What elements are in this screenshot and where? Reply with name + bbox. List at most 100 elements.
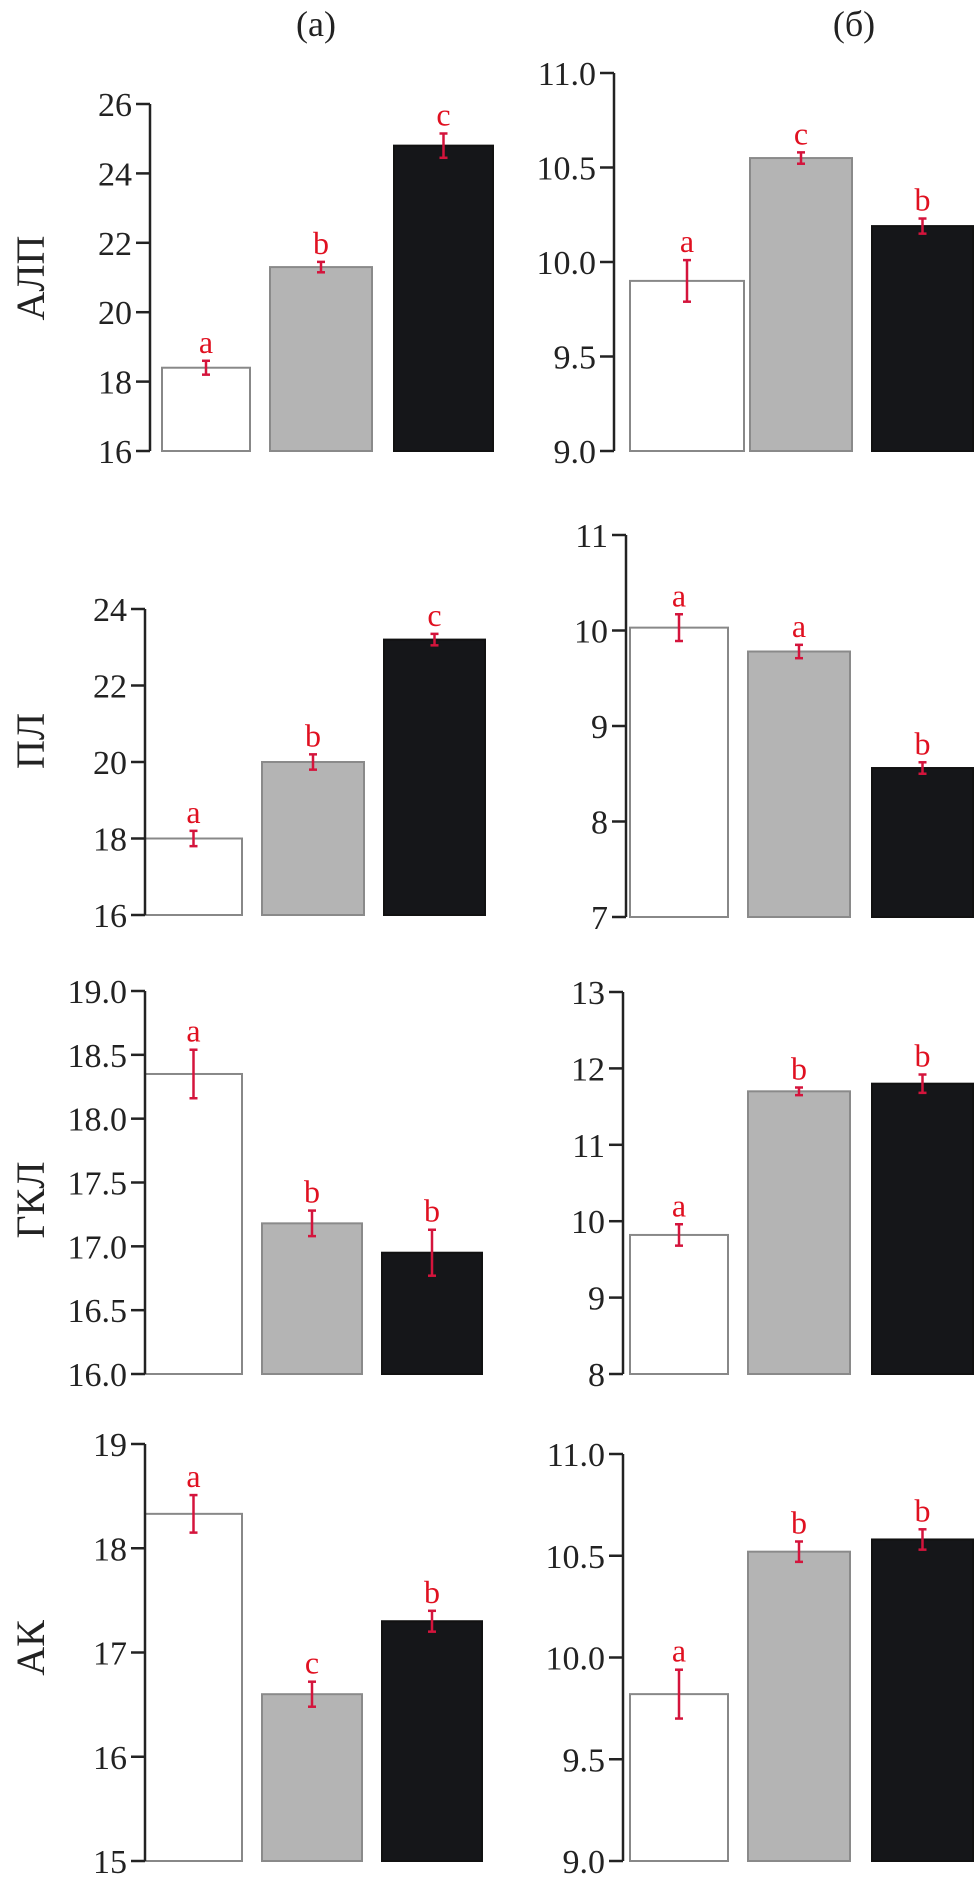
y-tick-label: 18	[93, 1531, 127, 1568]
y-tick-label: 11	[572, 1128, 605, 1165]
significance-letter-1: a	[186, 794, 200, 830]
row-label-gkl: ГКЛ	[8, 1162, 53, 1239]
y-tick-label: 20	[93, 745, 127, 782]
bar-3	[383, 638, 486, 916]
significance-letter-1: a	[186, 1013, 200, 1049]
chart-panel-5: a b b 16.0 16.5 17.0 17.5 18.0 18.5 19.0	[68, 974, 483, 1394]
significance-letter-2: c	[305, 1645, 319, 1681]
y-tick-label: 12	[571, 1051, 605, 1088]
chart-panel-1: a b c 16 18 20 22 24 26	[98, 87, 494, 471]
chart-panels: a b c 16 18 20 22 24 26 a c b 9.0 9.5 10.0 10.5 11.0 a b c 1…	[68, 56, 974, 1881]
y-tick-label: 10.5	[546, 1539, 606, 1576]
significance-letter-1: a	[672, 577, 686, 613]
column-label-a: (а)	[296, 4, 336, 44]
y-tick-label: 24	[98, 156, 132, 193]
y-tick-label: 18.5	[68, 1038, 128, 1075]
y-tick-label: 19	[93, 1427, 127, 1464]
significance-letter-3: b	[915, 1038, 931, 1074]
y-tick-label: 17.0	[68, 1229, 128, 1266]
significance-letter-1: a	[680, 223, 694, 259]
chart-panel-6: a b b 8 9 10 11 12 13	[571, 975, 974, 1394]
y-tick-label: 11.0	[538, 56, 596, 93]
y-tick-label: 10.0	[546, 1641, 606, 1678]
y-tick-label: 16.0	[68, 1357, 128, 1394]
y-tick-label: 19.0	[68, 974, 128, 1011]
chart-panel-4: a a b 7 8 9 10 11	[574, 518, 974, 937]
significance-letter-2: b	[791, 1051, 807, 1087]
y-tick-label: 11	[575, 518, 608, 555]
bar-1	[629, 1693, 729, 1862]
bar-2	[261, 1693, 363, 1862]
bar-3	[381, 1620, 483, 1862]
y-tick-label: 22	[93, 669, 127, 706]
y-tick-label: 20	[98, 295, 132, 332]
y-tick-label: 16.5	[68, 1293, 128, 1330]
bar-2	[261, 1222, 363, 1376]
significance-letter-2: c	[794, 115, 808, 151]
column-label-b: (б)	[833, 4, 875, 44]
bar-2	[749, 157, 853, 453]
bar-1	[161, 366, 251, 452]
y-tick-label: 18	[93, 822, 127, 859]
chart-panel-3: a b c 16 18 20 22 24	[93, 592, 486, 935]
row-label-pl: ПЛ	[8, 713, 53, 769]
y-tick-label: 9	[591, 709, 608, 746]
bar-3	[871, 225, 974, 452]
significance-letter-3: b	[915, 182, 931, 218]
row-label-ak: АК	[8, 1620, 53, 1676]
bar-1	[144, 837, 243, 916]
bar-2	[269, 266, 373, 452]
chart-panel-7: a c b 15 16 17 18 19	[93, 1427, 483, 1881]
significance-letter-3: b	[424, 1193, 440, 1229]
row-label-alp: АЛП	[8, 236, 53, 321]
y-tick-label: 17.5	[68, 1166, 128, 1203]
bar-2	[261, 761, 365, 916]
y-tick-label: 13	[571, 975, 605, 1012]
bar-2	[747, 650, 851, 918]
chart-panel-8: a b b 9.0 9.5 10.0 10.5 11.0	[546, 1437, 974, 1881]
significance-letter-2: b	[305, 717, 321, 753]
y-tick-label: 9.0	[554, 434, 597, 471]
y-tick-label: 24	[93, 592, 127, 629]
significance-letter-2: b	[304, 1174, 320, 1210]
significance-letter-1: a	[199, 324, 213, 360]
y-tick-label: 18.0	[68, 1102, 128, 1139]
y-tick-label: 10.5	[537, 151, 597, 188]
significance-letter-1: a	[672, 1187, 686, 1223]
y-tick-label: 8	[591, 805, 608, 842]
bar-1	[629, 626, 729, 918]
significance-letter-3: b	[915, 725, 931, 761]
significance-letter-3: c	[436, 96, 450, 132]
bar-1	[629, 279, 745, 452]
y-tick-label: 7	[591, 900, 608, 937]
y-tick-label: 26	[98, 87, 132, 124]
chart-panel-2: a c b 9.0 9.5 10.0 10.5 11.0	[537, 56, 974, 471]
bar-1	[144, 1512, 243, 1863]
y-tick-label: 16	[93, 1740, 127, 1777]
significance-letter-3: b	[915, 1492, 931, 1528]
bar-2	[747, 1550, 851, 1863]
y-tick-label: 16	[98, 434, 132, 471]
significance-letter-2: b	[791, 1505, 807, 1541]
bar-2	[747, 1090, 851, 1375]
y-tick-label: 10.0	[537, 245, 597, 282]
y-tick-label: 15	[93, 1844, 127, 1881]
bar-3	[871, 1538, 974, 1862]
y-tick-label: 16	[93, 898, 127, 935]
y-tick-label: 10	[574, 614, 608, 651]
y-tick-label: 8	[588, 1357, 605, 1394]
y-tick-label: 11.0	[547, 1437, 605, 1474]
y-tick-label: 22	[98, 226, 132, 263]
significance-letter-3: c	[427, 597, 441, 633]
significance-letter-3: b	[424, 1574, 440, 1610]
y-tick-label: 9.5	[554, 340, 597, 377]
significance-letter-1: a	[186, 1458, 200, 1494]
significance-letter-1: a	[672, 1633, 686, 1669]
y-tick-label: 9	[588, 1281, 605, 1318]
y-tick-label: 9.5	[563, 1742, 606, 1779]
y-tick-label: 18	[98, 365, 132, 402]
y-tick-label: 17	[93, 1636, 127, 1673]
y-tick-label: 9.0	[563, 1844, 606, 1881]
bar-3	[871, 767, 974, 919]
